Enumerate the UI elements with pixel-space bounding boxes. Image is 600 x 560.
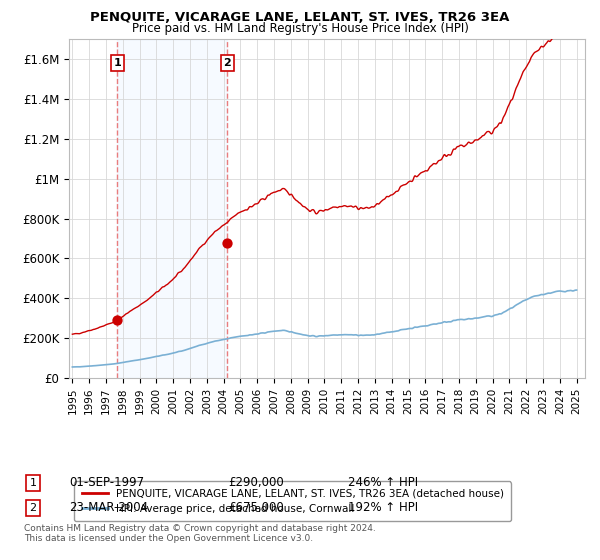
Point: [112, 316, 122, 325]
Text: PENQUITE, VICARAGE LANE, LELANT, ST. IVES, TR26 3EA: PENQUITE, VICARAGE LANE, LELANT, ST. IVE…: [91, 11, 509, 24]
Text: Contains HM Land Registry data © Crown copyright and database right 2024.
This d: Contains HM Land Registry data © Crown c…: [24, 524, 376, 543]
Text: 192% ↑ HPI: 192% ↑ HPI: [348, 501, 418, 515]
Text: £290,000: £290,000: [228, 476, 284, 489]
Text: 2: 2: [29, 503, 37, 513]
Text: 246% ↑ HPI: 246% ↑ HPI: [348, 476, 418, 489]
Text: 23-MAR-2004: 23-MAR-2004: [69, 501, 148, 515]
Text: 2: 2: [223, 58, 231, 68]
Text: 1: 1: [113, 58, 121, 68]
Text: Price paid vs. HM Land Registry's House Price Index (HPI): Price paid vs. HM Land Registry's House …: [131, 22, 469, 35]
Legend: PENQUITE, VICARAGE LANE, LELANT, ST. IVES, TR26 3EA (detached house), HPI: Avera: PENQUITE, VICARAGE LANE, LELANT, ST. IVE…: [74, 482, 511, 521]
Bar: [117, 39, 227, 378]
Text: £675,000: £675,000: [228, 501, 284, 515]
Point: [223, 239, 232, 248]
Text: 01-SEP-1997: 01-SEP-1997: [69, 476, 144, 489]
Text: 1: 1: [29, 478, 37, 488]
